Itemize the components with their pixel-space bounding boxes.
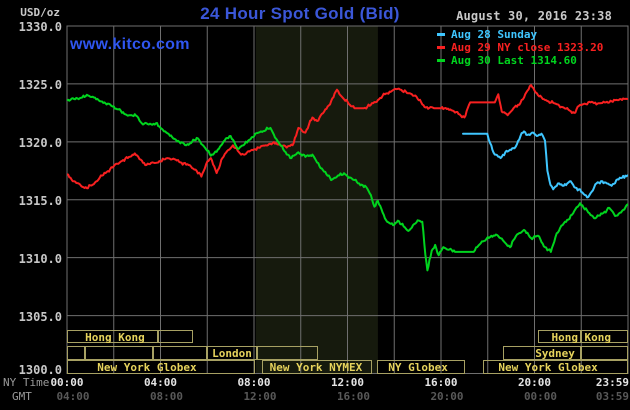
y-tick-label: 1300.0 [18, 363, 62, 377]
session-label: London [212, 347, 252, 360]
ny-time-tick: 04:00 [143, 376, 178, 389]
session-box [153, 346, 207, 360]
timestamp: August 30, 2016 23:38 [456, 9, 612, 23]
ny-time-axis-label: NY Time [3, 376, 50, 389]
y-tick-label: 1315.0 [18, 193, 62, 208]
session-box [67, 330, 158, 343]
y-tick-label: 1310.0 [18, 251, 62, 266]
gmt-time-tick: 03:59 [595, 390, 629, 403]
session-box [157, 330, 193, 343]
series-line-green [67, 93, 628, 272]
session-label: New York NYMEX [269, 361, 363, 374]
session-box [581, 346, 628, 360]
session-label: Sydney [535, 347, 575, 360]
session-label: New York Globex [97, 361, 197, 374]
y-tick-label: 1320.0 [18, 135, 62, 150]
legend-item: Aug 29 NY close 1323.20 [437, 41, 603, 54]
ny-time-tick: 08:00 [237, 376, 271, 389]
session-box [483, 360, 628, 374]
y-axis-unit: USD/oz [20, 6, 60, 19]
gmt-axis-label: GMT [12, 390, 32, 403]
session-box [257, 346, 319, 360]
gmt-time-tick: 12:00 [243, 390, 277, 403]
gmt-time-tick: 00:00 [523, 390, 558, 403]
ny-time-tick: 16:00 [424, 376, 458, 389]
session-box [67, 360, 255, 374]
gmt-time-tick: 08:00 [149, 390, 184, 403]
y-tick-label: 1305.0 [18, 309, 62, 324]
session-box [207, 346, 258, 360]
legend-label: Aug 30 Last 1314.60 [451, 54, 577, 67]
gmt-time-tick: 04:00 [56, 390, 90, 403]
ny-time-tick: 12:00 [330, 376, 365, 389]
legend-label: Aug 29 NY close 1323.20 [451, 41, 604, 54]
session-box [84, 346, 153, 360]
legend-item: Aug 28 Sunday [437, 28, 603, 41]
kitco-watermark-link[interactable]: www.kitco.com [70, 36, 190, 53]
session-label: NY Globex [388, 361, 448, 374]
legend-label: Aug 28 Sunday [451, 28, 538, 41]
session-box [67, 346, 85, 360]
legend-line-marker [437, 33, 445, 36]
session-label: New York Globex [498, 361, 598, 374]
chart-title: 24 Hour Spot Gold (Bid) [200, 4, 400, 23]
legend-line-marker [437, 46, 445, 49]
legend: Aug 28 Sunday Aug 29 NY close 1323.20 Aug … [437, 28, 603, 67]
y-tick-label: 1325.0 [18, 77, 62, 92]
y-tick-label: 1330.0 [18, 20, 62, 34]
session-box [502, 346, 582, 360]
series-line-blue [462, 130, 628, 199]
session-box [261, 360, 373, 374]
legend-line-marker [437, 59, 445, 62]
session-label: Hong Kong [551, 331, 612, 344]
session-box [538, 330, 582, 343]
gmt-time-tick: 16:00 [336, 390, 371, 403]
session-box [581, 330, 628, 343]
ny-time-tick: 20:00 [517, 376, 552, 389]
session-label: Hong Kong [85, 331, 145, 344]
session-box [376, 360, 466, 374]
series-line-red [67, 84, 628, 190]
ny-time-tick: 23:59 [595, 376, 629, 389]
legend-item: Aug 30 Last 1314.60 [437, 54, 603, 67]
gmt-time-tick: 20:00 [430, 390, 464, 403]
ny-time-tick: 00:00 [50, 376, 84, 389]
